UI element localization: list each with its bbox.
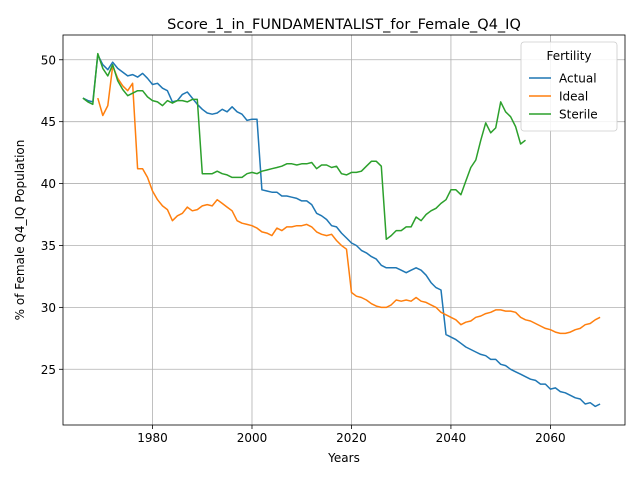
- x-tick-label: 1980: [137, 431, 168, 445]
- legend: Fertility Actual Ideal Sterile: [520, 41, 618, 132]
- x-tick-label: 2040: [436, 431, 467, 445]
- y-tick-label: 45: [41, 115, 56, 129]
- x-axis-label: Years: [327, 451, 360, 465]
- y-tick-label: 25: [41, 363, 56, 377]
- legend-label-actual: Actual: [559, 72, 597, 86]
- series-line-ideal: [97, 65, 601, 335]
- series-line-actual: [82, 54, 601, 408]
- series-lines: [82, 52, 601, 408]
- x-axis-ticks: 1980 2000 2020 2040 2060: [137, 425, 566, 445]
- legend-title: Fertility: [546, 49, 591, 63]
- y-tick-label: 30: [41, 301, 56, 315]
- y-tick-label: 50: [41, 53, 56, 67]
- plot-frame: [62, 34, 626, 426]
- legend-box: [520, 41, 618, 132]
- chart-title: Score_1_in_FUNDAMENTALIST_for_Female_Q4_…: [167, 17, 521, 33]
- y-tick-label: 40: [41, 177, 56, 191]
- series-line-sterile: [82, 52, 526, 241]
- y-tick-label: 35: [41, 239, 56, 253]
- legend-label-sterile: Sterile: [559, 108, 598, 122]
- y-axis-ticks: 25 30 35 40 45 50: [41, 53, 63, 377]
- legend-label-ideal: Ideal: [559, 90, 588, 104]
- x-tick-label: 2060: [535, 431, 566, 445]
- x-tick-label: 2020: [336, 431, 367, 445]
- x-tick-label: 2000: [237, 431, 268, 445]
- y-axis-label: % of Female Q4_IQ Population: [13, 140, 27, 321]
